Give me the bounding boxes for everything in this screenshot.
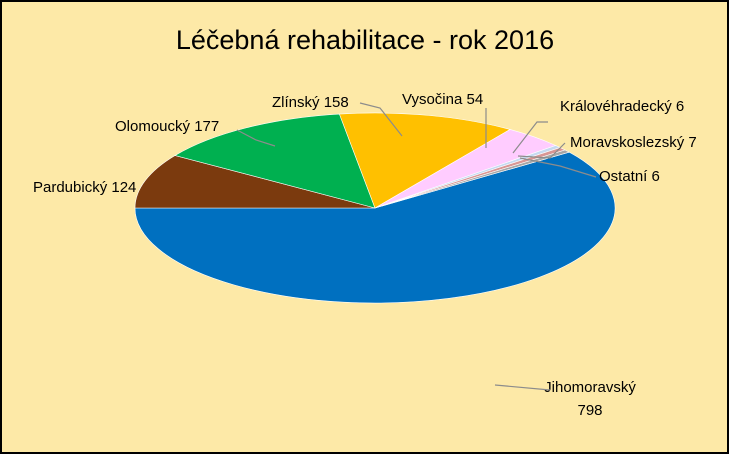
data-label-name: Olomoucký <box>115 118 191 135</box>
data-label: Olomoucký 177 <box>115 118 219 135</box>
slice <box>174 113 376 209</box>
data-label-name: Pardubický <box>33 179 108 196</box>
data-label-value: 798 <box>577 402 602 419</box>
data-label-value: 7 <box>688 134 696 151</box>
data-label: Královéhradecký 6 <box>560 98 684 115</box>
data-label-value: 6 <box>676 98 684 115</box>
data-label-value: 158 <box>324 94 349 111</box>
data-label-value: 6 <box>652 168 660 185</box>
data-label-value: 54 <box>466 91 483 108</box>
slice <box>338 112 511 209</box>
data-label: Moravskoslezský 7 <box>570 134 697 151</box>
chart-title: Léčebná rehabilitace - rok 2016 <box>176 25 554 55</box>
data-label: Zlínský 158 <box>272 94 349 111</box>
data-label-value: 124 <box>111 179 136 196</box>
data-label-name: Vysočina <box>402 91 463 108</box>
data-label-name: Moravskoslezský <box>570 134 685 151</box>
data-label-name: Ostatní <box>599 168 648 185</box>
data-label-value: 177 <box>194 118 219 135</box>
data-label-name: Jihomoravský <box>544 379 636 396</box>
slice <box>374 149 570 209</box>
data-label: Ostatní 6 <box>599 168 660 185</box>
data-label-name: Královéhradecký <box>560 98 672 115</box>
slice <box>134 155 376 209</box>
data-label-name: Zlínský <box>272 94 320 111</box>
data-label: Pardubický 124 <box>33 179 136 196</box>
data-label: Vysočina 54 <box>402 91 483 108</box>
slice <box>134 151 616 304</box>
leader-lines <box>236 102 597 391</box>
